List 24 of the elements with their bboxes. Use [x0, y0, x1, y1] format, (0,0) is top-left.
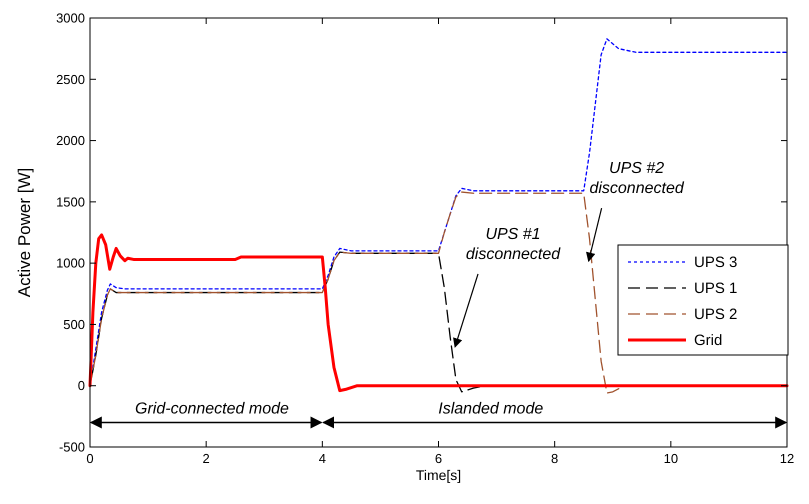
x-tick-label: 6 [434, 451, 442, 466]
y-tick-label: 0 [78, 378, 85, 394]
y-tick-label: 1500 [56, 194, 85, 210]
y-tick-label: 500 [63, 316, 85, 332]
y-tick-label: 1000 [56, 256, 85, 271]
x-tick-label: 12 [780, 451, 794, 466]
legend-label: UPS 2 [694, 306, 738, 323]
legend-label: UPS 3 [694, 254, 738, 271]
x-tick-label: 8 [551, 451, 558, 466]
x-tick-label: 10 [664, 451, 678, 466]
annotation: Grid-connected mode [135, 400, 290, 418]
x-tick-label: 4 [318, 451, 326, 466]
x-axis-title: Time[s] [416, 467, 462, 483]
y-axis-title: Active Power [W] [15, 168, 34, 298]
y-tick-label: 2000 [56, 133, 85, 148]
legend-label: UPS 1 [694, 280, 738, 297]
y-tick-label: 2500 [56, 72, 85, 87]
annotation: UPS #2 disconnected [589, 160, 685, 198]
x-tick-label: 2 [202, 451, 210, 466]
legend-label: Grid [694, 332, 722, 349]
y-tick-label: 3000 [56, 10, 85, 26]
annotation: UPS #1 disconnected [466, 226, 562, 263]
annotation: Islanded mode [438, 400, 544, 418]
y-tick-label: -500 [58, 440, 85, 454]
